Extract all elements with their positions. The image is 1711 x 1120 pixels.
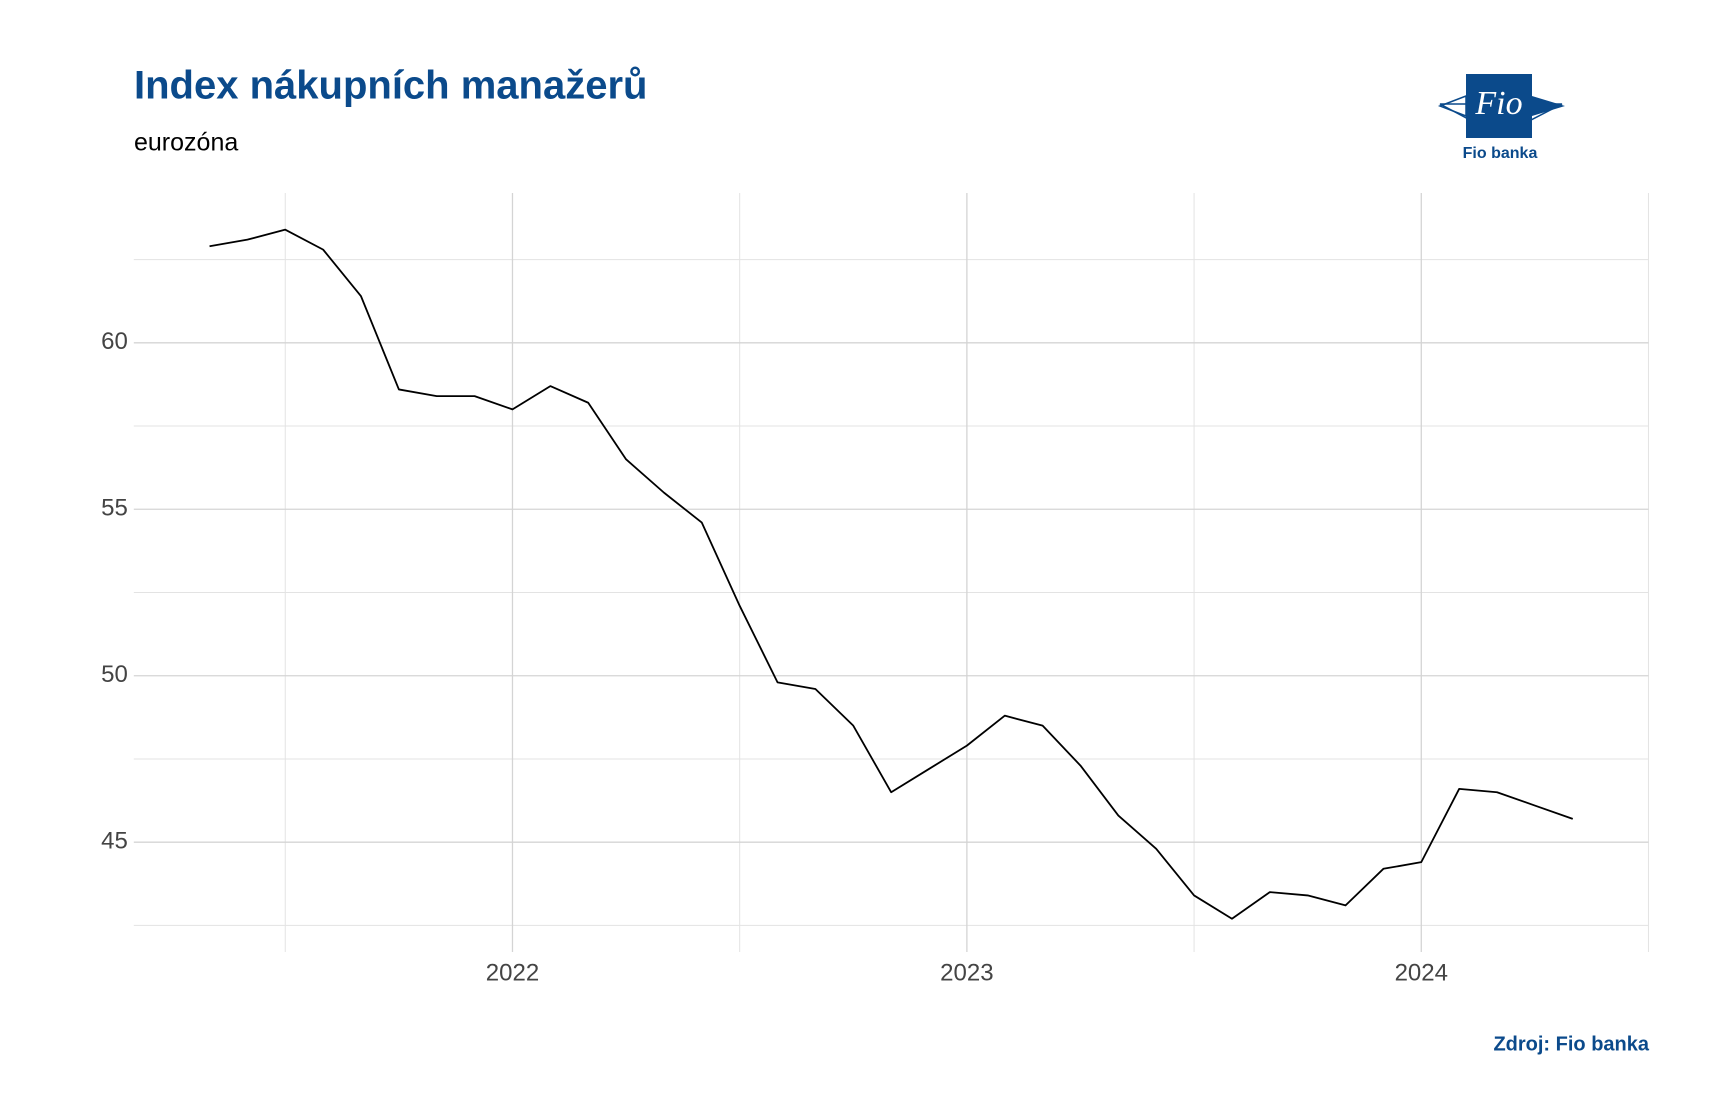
x-tick-label: 2022 <box>486 959 539 986</box>
y-tick-label: 55 <box>101 495 128 522</box>
y-tick-label: 50 <box>101 661 128 688</box>
chart-subtitle: eurozóna <box>134 129 238 157</box>
logo: Fio Fio banka <box>1437 74 1565 162</box>
logo-shape <box>1437 94 1467 118</box>
logo-name: Fio banka <box>1463 145 1538 162</box>
logo-shape <box>1532 96 1565 116</box>
logo-shape <box>1466 74 1532 138</box>
source: Zdroj: Fio banka <box>1493 1033 1649 1055</box>
y-tick-label: 60 <box>101 328 128 355</box>
chart-title: Index nákupních manažerů <box>134 64 647 108</box>
data-line <box>209 228 1574 920</box>
y-tick-label: 45 <box>101 828 128 855</box>
x-tick-label: 2024 <box>1395 959 1448 986</box>
logo-mark: Fio <box>1474 85 1522 122</box>
x-tick-label: 2023 <box>940 959 993 986</box>
